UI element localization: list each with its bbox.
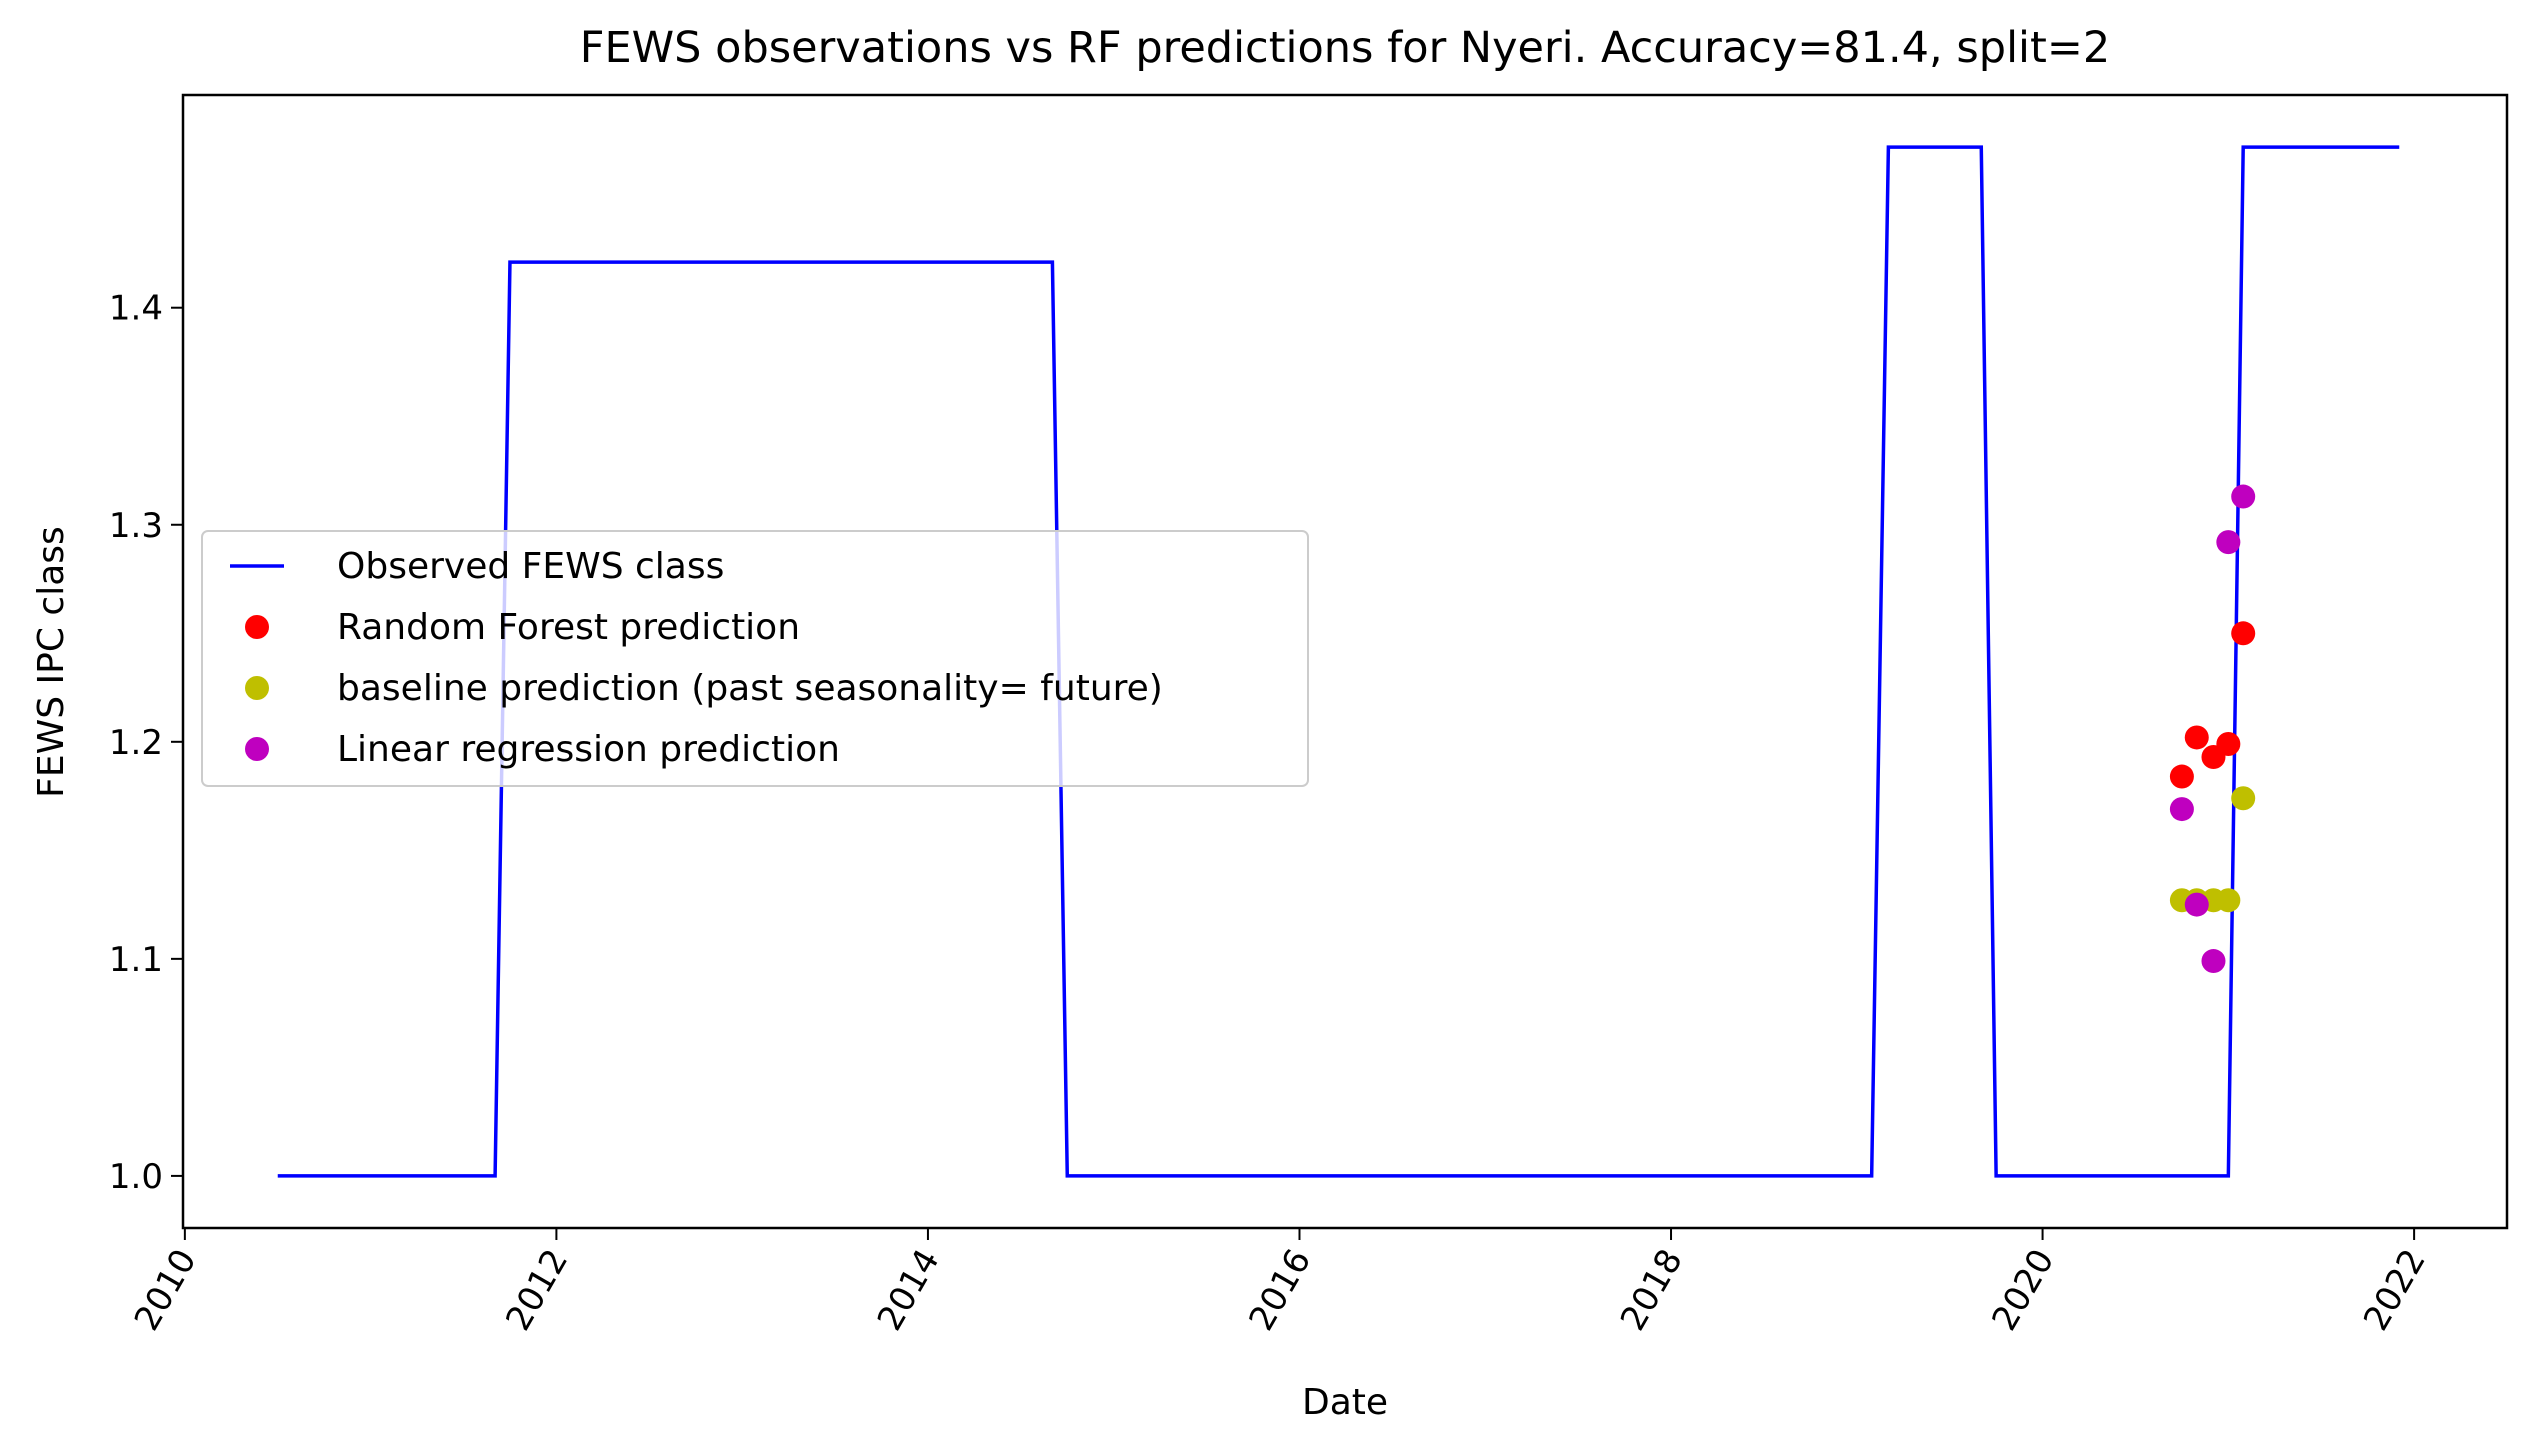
legend: Observed FEWS class Random Forest predict… [201, 530, 1309, 787]
y-tick-label: 1.1 [109, 940, 163, 980]
legend-label: Random Forest prediction [337, 607, 800, 648]
y-tick-label: 1.0 [109, 1157, 163, 1197]
legend-swatch-marker [245, 676, 269, 700]
y-axis-label: FEWS IPC class [31, 526, 72, 798]
series-1-point [2169, 764, 2194, 789]
y-tick-label: 1.2 [109, 723, 163, 763]
legend-label: Linear regression prediction [337, 729, 840, 770]
series-1-point [2231, 621, 2256, 646]
series-1-point [2216, 731, 2241, 756]
legend-frame [201, 530, 1309, 787]
series-3-point [2231, 484, 2256, 509]
series-1-point [2184, 725, 2209, 750]
plot-area [277, 145, 2400, 1178]
series-3-point [2184, 892, 2209, 917]
legend-swatch-marker [245, 615, 269, 639]
legend-swatch-marker [245, 737, 269, 761]
y-tick-label: 1.3 [109, 506, 163, 546]
legend-label: baseline prediction (past seasonality= f… [337, 668, 1163, 709]
y-tick-label: 1.4 [109, 289, 163, 329]
series-3-point [2201, 949, 2226, 974]
x-axis-label: Date [1302, 1382, 1388, 1423]
series-2-point [2216, 888, 2241, 913]
y-axis: 1.0 1.1 1.2 1.3 1.4 [109, 289, 183, 1197]
chart-title: FEWS observations vs RF predictions for … [580, 23, 2110, 73]
series-line-observed [277, 145, 2400, 1178]
axes-frame [181, 93, 2509, 1230]
series-2-point [2231, 786, 2256, 811]
series-3-point [2169, 797, 2194, 822]
series-3-point [2216, 530, 2241, 555]
legend-label: Observed FEWS class [337, 546, 724, 587]
